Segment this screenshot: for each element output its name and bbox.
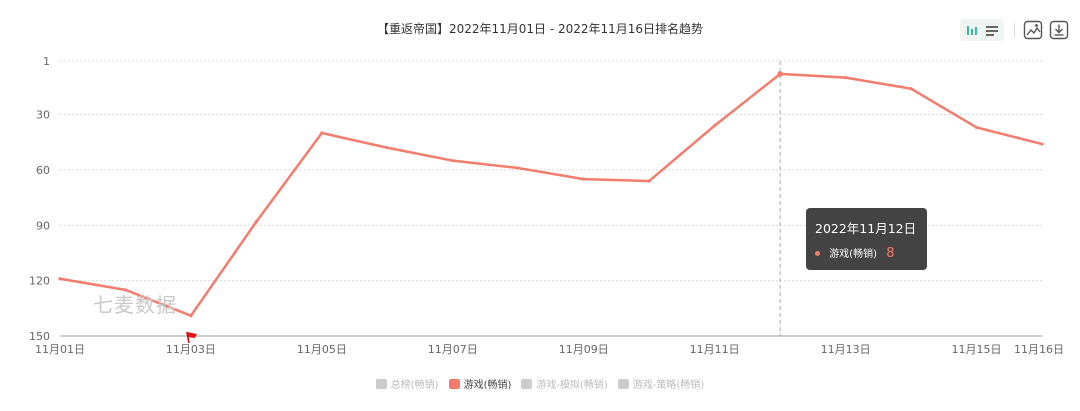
legend: 总榜(畅销) 游戏(畅销) 游戏-模拟(畅销) 游戏-策略(畅销) [0, 376, 1080, 391]
legend-label: 游戏-策略(畅销) [632, 380, 705, 391]
y-tick-label: 1 [43, 55, 50, 68]
watermark: 七麦数据 [93, 293, 177, 317]
x-tick-label: 11月05日 [297, 343, 347, 356]
data-point[interactable] [974, 125, 979, 130]
data-point[interactable] [647, 179, 651, 183]
x-tick-label: 11月15日 [952, 343, 1002, 356]
y-tick-label: 150 [29, 330, 50, 343]
data-point[interactable] [254, 219, 258, 224]
legend-swatch [448, 379, 460, 389]
legend-label: 总榜(畅销) [390, 380, 439, 391]
tooltip-series-dot [815, 251, 820, 256]
data-point[interactable] [1040, 142, 1044, 146]
tooltip-title: 2022年11月12日 [815, 221, 917, 236]
x-tick-label: 11月01日 [35, 343, 85, 356]
chart-title: 【重返帝国】2022年11月01日 - 2022年11月16日排名趋势 [376, 22, 704, 36]
toolbar-divider [1014, 23, 1015, 38]
chart-type-switch[interactable] [960, 19, 1004, 41]
x-axis-ticks: 11月01日 11月03日 11月05日 11月07日 11月09日 11月11日 11月1… [35, 343, 1064, 356]
flag-icon[interactable] [186, 331, 197, 344]
tooltip-series-name: 游戏(畅销) [829, 249, 877, 260]
chart-toolbar [958, 19, 1070, 43]
grid-lines [60, 60, 1042, 337]
legend-item[interactable]: 游戏-模拟(畅销) [521, 376, 608, 391]
flag-cloth [186, 332, 197, 338]
data-point[interactable] [516, 166, 520, 170]
legend-swatch [521, 379, 533, 389]
data-point[interactable] [713, 123, 717, 128]
y-tick-label: 30 [36, 109, 50, 122]
download-icon[interactable] [1048, 19, 1070, 41]
legend-swatch [617, 379, 629, 389]
tooltip-value: 8 [886, 246, 895, 261]
flag-pole [186, 331, 190, 344]
x-tick-label: 11月16日 [1014, 343, 1064, 356]
data-point[interactable] [909, 87, 913, 91]
legend-label: 游戏-模拟(畅销) [536, 380, 608, 391]
data-point[interactable] [123, 288, 128, 292]
x-tick-label: 11月07日 [428, 343, 478, 356]
legend-label: 游戏(畅销) [463, 380, 512, 391]
data-point[interactable] [582, 177, 586, 181]
y-tick-label: 90 [36, 219, 50, 232]
y-tick-label: 60 [36, 164, 50, 177]
data-point[interactable] [844, 76, 848, 80]
data-point[interactable] [385, 146, 389, 150]
data-point[interactable] [777, 71, 783, 77]
legend-item[interactable]: 游戏(畅销) [448, 376, 512, 391]
y-axis-ticks: 1 30 60 90 120 150 [29, 55, 50, 343]
y-tick-label: 120 [29, 275, 50, 288]
tooltip-row: 游戏(畅销) 8 [815, 245, 918, 261]
x-tick-label: 11月09日 [559, 343, 609, 356]
data-point[interactable] [451, 159, 455, 163]
tooltip: 2022年11月12日 游戏(畅销) 8 [806, 208, 927, 270]
x-tick-label: 11月13日 [821, 343, 871, 356]
legend-item[interactable]: 游戏-策略(畅销) [617, 376, 705, 391]
x-tick-label: 11月11日 [690, 343, 740, 356]
series-line [59, 72, 1043, 317]
legend-swatch [375, 379, 387, 389]
image-icon[interactable] [1022, 19, 1044, 41]
list-icon[interactable] [984, 22, 1000, 38]
data-point[interactable] [58, 277, 62, 281]
series-lines [59, 72, 1043, 317]
bar-chart-icon[interactable] [964, 22, 980, 38]
x-tick-label: 11月03日 [166, 343, 216, 356]
data-point[interactable] [189, 314, 193, 318]
data-point[interactable] [320, 131, 324, 135]
legend-item[interactable]: 总榜(畅销) [375, 376, 439, 391]
data-points[interactable] [58, 71, 1044, 318]
